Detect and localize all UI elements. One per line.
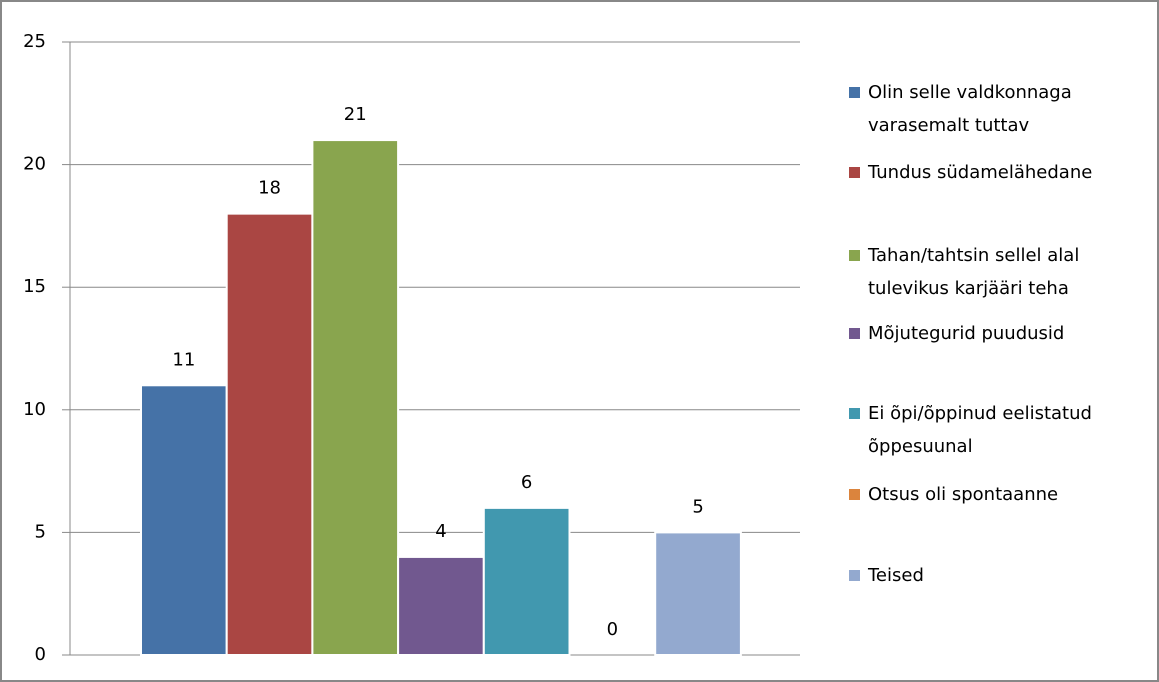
legend-swatch	[849, 250, 860, 261]
legend-entry: Teised	[846, 559, 1146, 592]
legend-entry: Ei õpi/õppinud eelistatud õppesuunal	[846, 397, 1146, 463]
data-label: 11	[172, 349, 195, 370]
data-label: 21	[344, 104, 367, 125]
y-tick-label: 5	[35, 521, 46, 542]
legend-swatch	[849, 570, 860, 581]
legend-entry: Olin selle valdkonnaga varasemalt tuttav	[846, 76, 1146, 142]
legend-entry: Mõjutegurid puudusid	[846, 317, 1146, 350]
legend-swatch	[849, 167, 860, 178]
bar	[225, 212, 314, 656]
legend-entry: Otsus oli spontaanne	[846, 478, 1146, 511]
legend-label: Tahan/tahtsin sellel alal tulevikus karj…	[868, 245, 1080, 299]
legend-label: Olin selle valdkonnaga varasemalt tuttav	[868, 82, 1072, 136]
y-tick-label: 20	[23, 154, 46, 175]
bar	[140, 384, 228, 656]
data-label: 4	[435, 521, 446, 542]
data-label: 18	[258, 178, 281, 199]
legend-swatch	[849, 328, 860, 339]
bar	[654, 531, 742, 657]
legend-swatch	[849, 489, 860, 500]
bar	[311, 139, 400, 656]
data-label: 0	[607, 619, 618, 640]
y-tick-label: 25	[23, 31, 46, 52]
bar	[397, 555, 485, 656]
legend-swatch	[849, 408, 860, 419]
legend-entry: Tahan/tahtsin sellel alal tulevikus karj…	[846, 239, 1146, 305]
legend-label: Tundus südamelähedane	[868, 162, 1093, 183]
y-tick-label: 15	[23, 276, 46, 297]
data-label: 6	[521, 472, 532, 493]
legend-label: Teised	[868, 565, 924, 586]
data-label: 5	[692, 496, 703, 517]
bar	[482, 506, 571, 656]
legend-entry: Tundus südamelähedane	[846, 156, 1146, 189]
y-tick-label: 0	[35, 644, 46, 665]
y-tick-label: 10	[23, 399, 46, 420]
legend-label: Otsus oli spontaanne	[868, 484, 1059, 505]
legend-swatch	[849, 87, 860, 98]
legend-label: Mõjutegurid puudusid	[868, 323, 1065, 344]
legend-label: Ei õpi/õppinud eelistatud õppesuunal	[868, 403, 1092, 457]
